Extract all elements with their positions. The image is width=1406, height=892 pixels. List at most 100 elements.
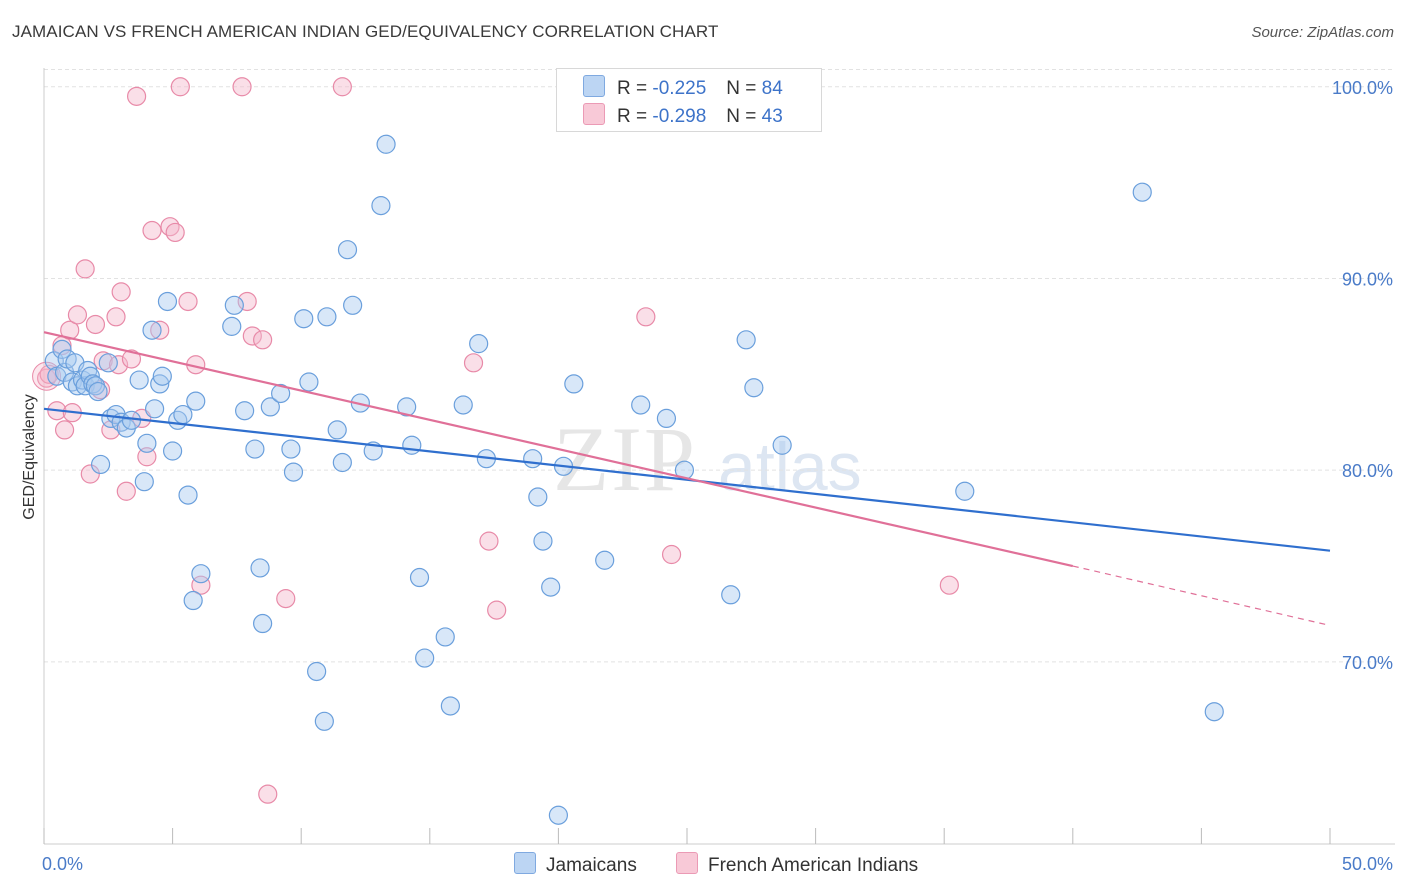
jamaicans-point (1204, 702, 1224, 722)
tick-labels: 70.0% 80.0% 90.0% 100.0% 0.0% 50.0% (42, 78, 1393, 874)
jamaicans-point (397, 397, 417, 417)
jamaicans-point (224, 295, 244, 315)
jamaicans-point (772, 435, 792, 455)
french-american-indians-point (32, 361, 62, 391)
legend-r-value: -0.225 (652, 78, 707, 99)
jamaicans-point (191, 564, 211, 584)
french-american-indians-point (332, 77, 352, 97)
trend-lines (43, 331, 1331, 627)
jamaicans-point (523, 449, 543, 469)
legend-r-value: -0.298 (652, 106, 707, 127)
french-american-indians-point (232, 77, 252, 97)
jamaicans-point (402, 435, 422, 455)
french-american-indians-point (276, 589, 296, 609)
jamaicans-point (137, 433, 157, 453)
jamaicans-point (656, 408, 677, 429)
jamaicans-point (435, 627, 455, 647)
french-american-indians-point (116, 481, 136, 501)
jamaicans-point (307, 661, 327, 682)
jamaicans-point (80, 366, 100, 386)
bottom-legend-label-french: French American Indians (708, 855, 919, 876)
legend-r-label: R = (617, 106, 648, 127)
jamaicans-point (253, 613, 273, 634)
french-american-indians-point (178, 291, 198, 312)
bottom-legend-jamaicans: Jamaicans (514, 852, 637, 877)
jamaicans-point (469, 334, 489, 354)
french-american-indians-point (170, 77, 190, 97)
jamaicans-point (541, 577, 561, 597)
jamaicans-point (90, 454, 111, 475)
jamaicans-trend-line (43, 407, 1331, 552)
french-american-indians-point (80, 464, 100, 484)
jamaicans-point (376, 134, 396, 154)
jamaicans-point (337, 240, 358, 260)
jamaicans-point (744, 378, 764, 398)
jamaicans-point (533, 531, 553, 551)
french-american-indians-point (165, 222, 185, 243)
correlation-legend: R = -0.225 N = 84 R = -0.298 N = 43 (556, 68, 822, 132)
french-american-indians-point (67, 305, 88, 325)
jamaicans-point (721, 585, 741, 605)
french-american-indians-point (479, 531, 499, 551)
y-tick-label: 90.0% (1342, 269, 1393, 289)
bottom-legend-swatch-pink (676, 852, 698, 874)
jamaicans-point (88, 381, 108, 402)
french-american-indians-points (32, 77, 959, 804)
jamaicans-point (343, 295, 363, 315)
y-tick-label: 80.0% (1342, 461, 1393, 481)
jamaicans-point (564, 374, 584, 394)
french-american-indians-point (101, 420, 121, 440)
jamaicans-point (332, 452, 352, 473)
jamaicans-point (52, 339, 72, 359)
jamaicans-point (283, 462, 304, 482)
jamaicans-point (260, 397, 280, 417)
jamaicans-point (134, 472, 154, 492)
jamaicans-point (163, 441, 183, 461)
jamaicans-point (548, 805, 569, 825)
bottom-legend-swatch-blue (514, 852, 536, 874)
jamaicans-point (453, 395, 473, 415)
jamaicans-point (250, 558, 270, 578)
french-american-indians-point (150, 320, 170, 340)
jamaicans-point (294, 309, 314, 329)
french-american-indians-point (137, 447, 157, 467)
jamaicans-point (142, 320, 162, 340)
legend-swatch-blue (583, 75, 605, 97)
chart-source: Source: ZipAtlas.com (1251, 24, 1394, 41)
french-american-indians-point (111, 282, 131, 302)
axes (43, 68, 1395, 845)
french-trend-line-extension (1072, 565, 1331, 627)
french-trend-line (43, 331, 1074, 568)
french-american-indians-point (487, 600, 507, 620)
jamaicans-point (317, 307, 337, 327)
french-american-indians-point (253, 330, 273, 350)
jamaicans-point (1132, 182, 1152, 202)
french-american-indians-point (242, 326, 262, 346)
legend-row-jamaicans: R = -0.225 N = 84 (583, 75, 783, 103)
jamaicans-point (245, 439, 265, 459)
watermark: ZIP atlas (553, 408, 862, 510)
legend-swatch-pink (583, 103, 605, 125)
legend-r-label: R = (617, 78, 648, 99)
jamaicans-point (736, 330, 756, 350)
french-american-indians-point (54, 420, 75, 440)
jamaicans-point (299, 372, 319, 392)
bottom-legend-label-jamaicans: Jamaicans (546, 855, 637, 876)
french-american-indians-point (661, 544, 682, 565)
french-american-indians-point (75, 259, 95, 279)
jamaicans-point (144, 399, 165, 419)
french-american-indians-point (60, 320, 80, 340)
french-american-indians-point (142, 220, 162, 241)
chart-title: JAMAICAN VS FRENCH AMERICAN INDIAN GED/E… (12, 22, 719, 41)
jamaicans-point (955, 481, 975, 501)
jamaicans-point (178, 485, 198, 505)
french-american-indians-point (463, 353, 484, 373)
legend-n-value: 43 (761, 106, 783, 127)
jamaicans-point (415, 648, 435, 668)
french-american-indians-point (121, 349, 142, 369)
french-american-indians-point (160, 217, 180, 237)
french-american-indians-point (85, 314, 106, 335)
watermark-zip: ZIP (553, 408, 697, 510)
gridlines (44, 69, 1395, 663)
